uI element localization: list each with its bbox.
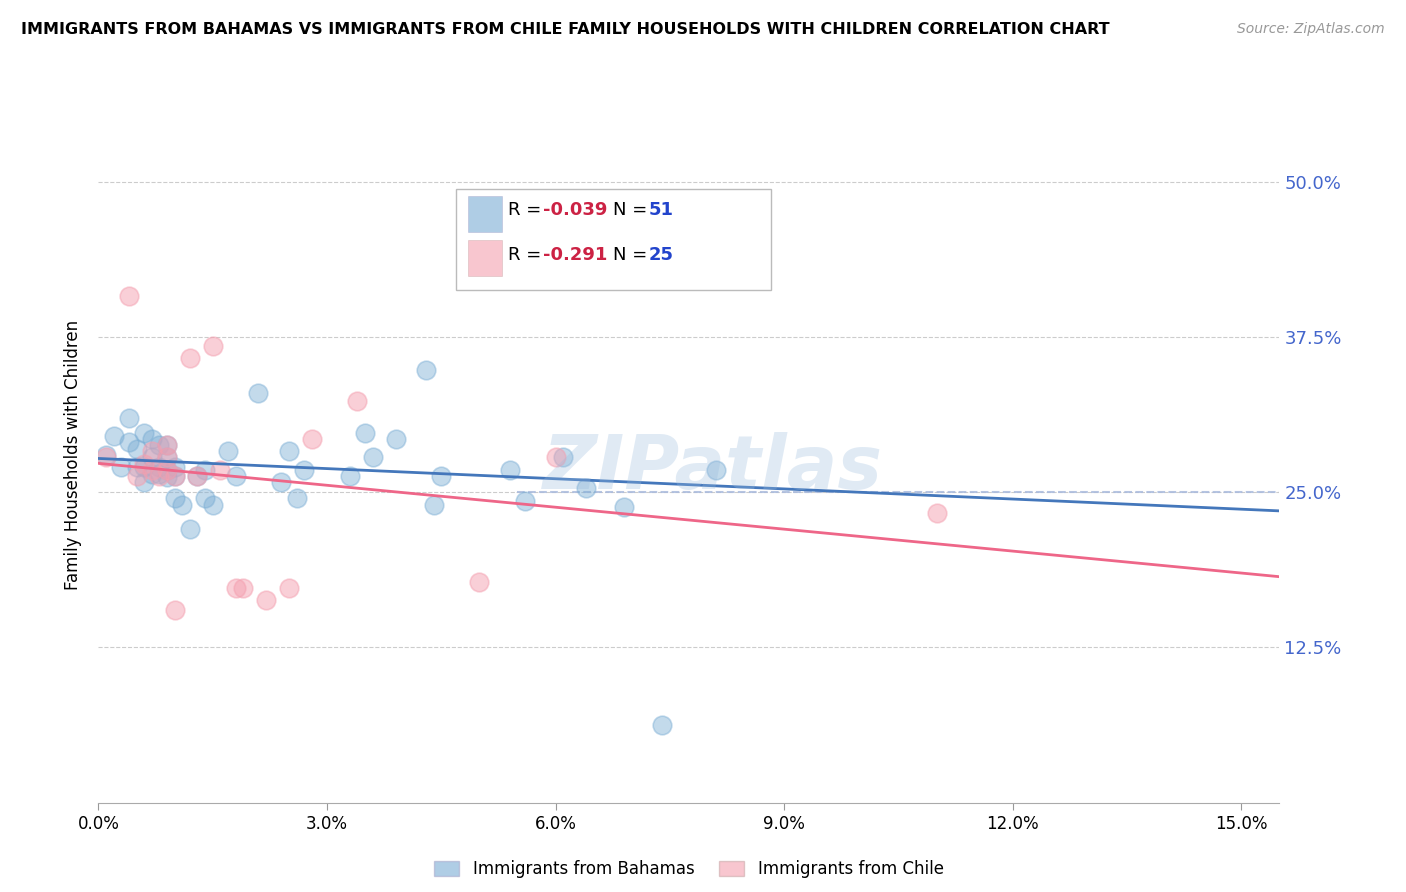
Point <box>422 498 444 512</box>
Point <box>201 498 224 512</box>
Point <box>415 363 437 377</box>
Point <box>225 581 247 595</box>
Point <box>277 444 299 458</box>
Point <box>134 460 156 475</box>
Point <box>339 469 361 483</box>
Point <box>156 463 179 477</box>
Point <box>194 463 217 477</box>
Point <box>118 289 141 303</box>
Point <box>209 463 232 477</box>
Text: -0.291: -0.291 <box>543 246 607 264</box>
Y-axis label: Family Households with Children: Family Households with Children <box>65 320 83 590</box>
Point <box>134 475 156 490</box>
Text: N =: N = <box>613 202 654 219</box>
Point <box>118 410 141 425</box>
Point <box>141 444 163 458</box>
Point <box>156 438 179 452</box>
Point <box>651 717 673 731</box>
Point <box>94 450 117 465</box>
Point <box>194 491 217 506</box>
Point <box>553 450 575 465</box>
Text: 51: 51 <box>648 202 673 219</box>
Text: Source: ZipAtlas.com: Source: ZipAtlas.com <box>1237 22 1385 37</box>
Point <box>232 581 254 595</box>
Point <box>361 450 384 465</box>
Point <box>156 463 179 477</box>
Point <box>430 469 453 483</box>
Point <box>125 460 148 475</box>
Point <box>163 603 186 617</box>
Point <box>513 494 536 508</box>
Text: R =: R = <box>508 202 547 219</box>
Text: 25: 25 <box>648 246 673 264</box>
Point <box>163 460 186 475</box>
Point <box>186 469 208 483</box>
Point <box>179 523 201 537</box>
Point <box>134 457 156 471</box>
Point <box>254 593 277 607</box>
Point <box>110 460 132 475</box>
Point <box>141 467 163 481</box>
Point <box>94 448 117 462</box>
Point <box>384 432 406 446</box>
Text: -0.039: -0.039 <box>543 202 607 219</box>
Point <box>125 469 148 483</box>
Point <box>103 429 125 443</box>
Point <box>156 450 179 465</box>
Point <box>560 233 582 247</box>
Legend: Immigrants from Bahamas, Immigrants from Chile: Immigrants from Bahamas, Immigrants from… <box>427 854 950 885</box>
Point <box>163 491 186 506</box>
Point <box>277 581 299 595</box>
Point <box>179 351 201 365</box>
Point <box>292 463 315 477</box>
Point <box>118 435 141 450</box>
Point <box>141 450 163 465</box>
Point <box>575 482 598 496</box>
Point <box>225 469 247 483</box>
Text: ZIPatlas: ZIPatlas <box>543 433 883 506</box>
Point <box>148 438 170 452</box>
Point <box>172 498 194 512</box>
Point <box>156 438 179 452</box>
Point <box>704 463 727 477</box>
Point <box>285 491 308 506</box>
Point <box>163 469 186 483</box>
Point <box>148 467 170 481</box>
Point <box>156 450 179 465</box>
Point <box>156 470 179 484</box>
Point <box>499 463 522 477</box>
Point <box>201 338 224 352</box>
Point <box>148 460 170 475</box>
Point <box>613 500 636 514</box>
Point <box>141 432 163 446</box>
Point <box>925 506 948 520</box>
Text: N =: N = <box>613 246 654 264</box>
Point <box>125 442 148 456</box>
Point <box>247 385 270 400</box>
Text: R =: R = <box>508 246 547 264</box>
Point <box>163 469 186 483</box>
Point <box>186 469 208 483</box>
Point <box>346 394 368 409</box>
Point <box>148 469 170 483</box>
Point <box>354 425 377 440</box>
Point <box>217 444 239 458</box>
Text: IMMIGRANTS FROM BAHAMAS VS IMMIGRANTS FROM CHILE FAMILY HOUSEHOLDS WITH CHILDREN: IMMIGRANTS FROM BAHAMAS VS IMMIGRANTS FR… <box>21 22 1109 37</box>
Point <box>301 432 323 446</box>
Point <box>468 574 491 589</box>
Point <box>141 463 163 477</box>
Point <box>544 450 567 465</box>
Point <box>134 425 156 440</box>
Point <box>270 475 292 490</box>
